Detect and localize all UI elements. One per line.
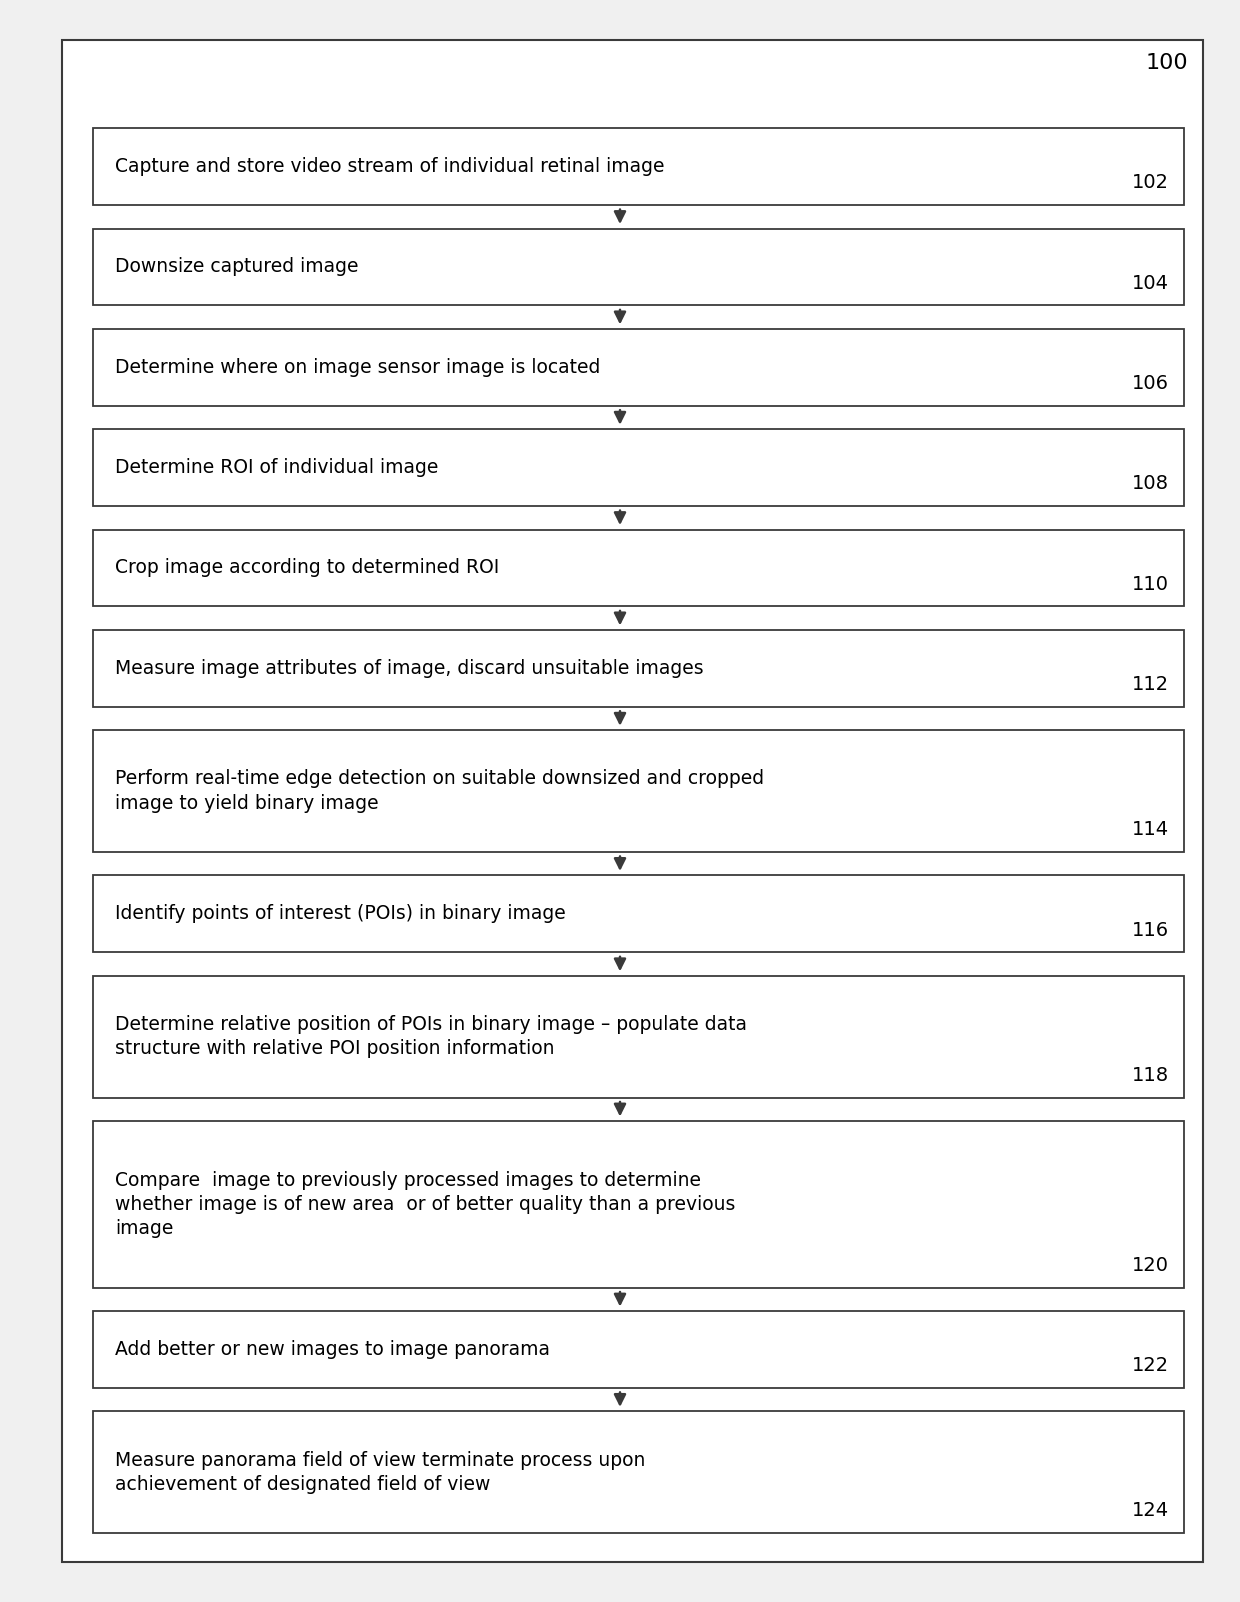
Bar [93,731,1184,852]
Text: 114: 114 [1132,820,1169,839]
Bar [93,1411,1184,1533]
Text: Perform real-time edge detection on suitable downsized and cropped
image to yiel: Perform real-time edge detection on suit… [115,769,764,812]
Text: Downsize captured image: Downsize captured image [115,258,358,277]
Bar [93,530,1184,607]
Text: Compare  image to previously processed images to determine
whether image is of n: Compare image to previously processed im… [115,1171,735,1238]
Bar [93,976,1184,1097]
Bar [93,429,1184,506]
Text: 116: 116 [1132,921,1169,939]
Text: Determine where on image sensor image is located: Determine where on image sensor image is… [115,357,600,376]
Text: 118: 118 [1132,1065,1169,1085]
Text: Capture and store video stream of individual retinal image: Capture and store video stream of indivi… [115,157,665,176]
Text: Determine ROI of individual image: Determine ROI of individual image [115,458,439,477]
Text: 100: 100 [1146,53,1188,72]
Bar [93,1310,1184,1387]
Text: Add better or new images to image panorama: Add better or new images to image panora… [115,1339,551,1358]
Bar [93,875,1184,952]
Text: 124: 124 [1132,1501,1169,1520]
Bar [93,1121,1184,1288]
Text: 110: 110 [1132,575,1169,594]
Text: Identify points of interest (POIs) in binary image: Identify points of interest (POIs) in bi… [115,905,567,923]
Text: Determine relative position of POIs in binary image – populate data
structure wi: Determine relative position of POIs in b… [115,1016,748,1059]
Bar [93,128,1184,205]
Text: 106: 106 [1132,373,1169,392]
Bar [93,328,1184,405]
Text: 108: 108 [1132,474,1169,493]
Text: 122: 122 [1132,1357,1169,1375]
Text: 112: 112 [1132,674,1169,694]
Text: 120: 120 [1132,1256,1169,1275]
Text: Crop image according to determined ROI: Crop image according to determined ROI [115,559,500,577]
Text: Measure panorama field of view terminate process upon
achievement of designated : Measure panorama field of view terminate… [115,1451,646,1493]
Bar [93,229,1184,306]
Text: Measure image attributes of image, discard unsuitable images: Measure image attributes of image, disca… [115,658,704,678]
Text: 104: 104 [1132,274,1169,293]
Text: 102: 102 [1132,173,1169,192]
Bar [93,630,1184,706]
